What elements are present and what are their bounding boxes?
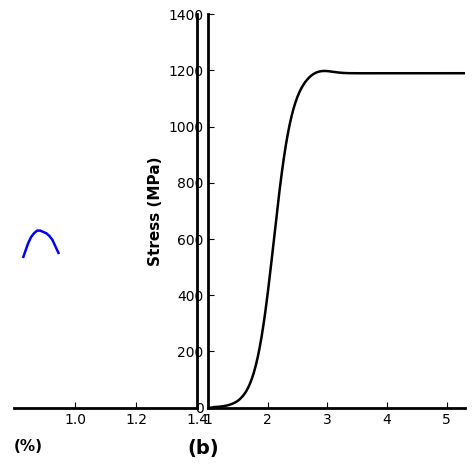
Text: (%): (%): [14, 439, 43, 454]
Y-axis label: Stress (MPa): Stress (MPa): [148, 156, 163, 266]
Text: (b): (b): [188, 439, 219, 458]
